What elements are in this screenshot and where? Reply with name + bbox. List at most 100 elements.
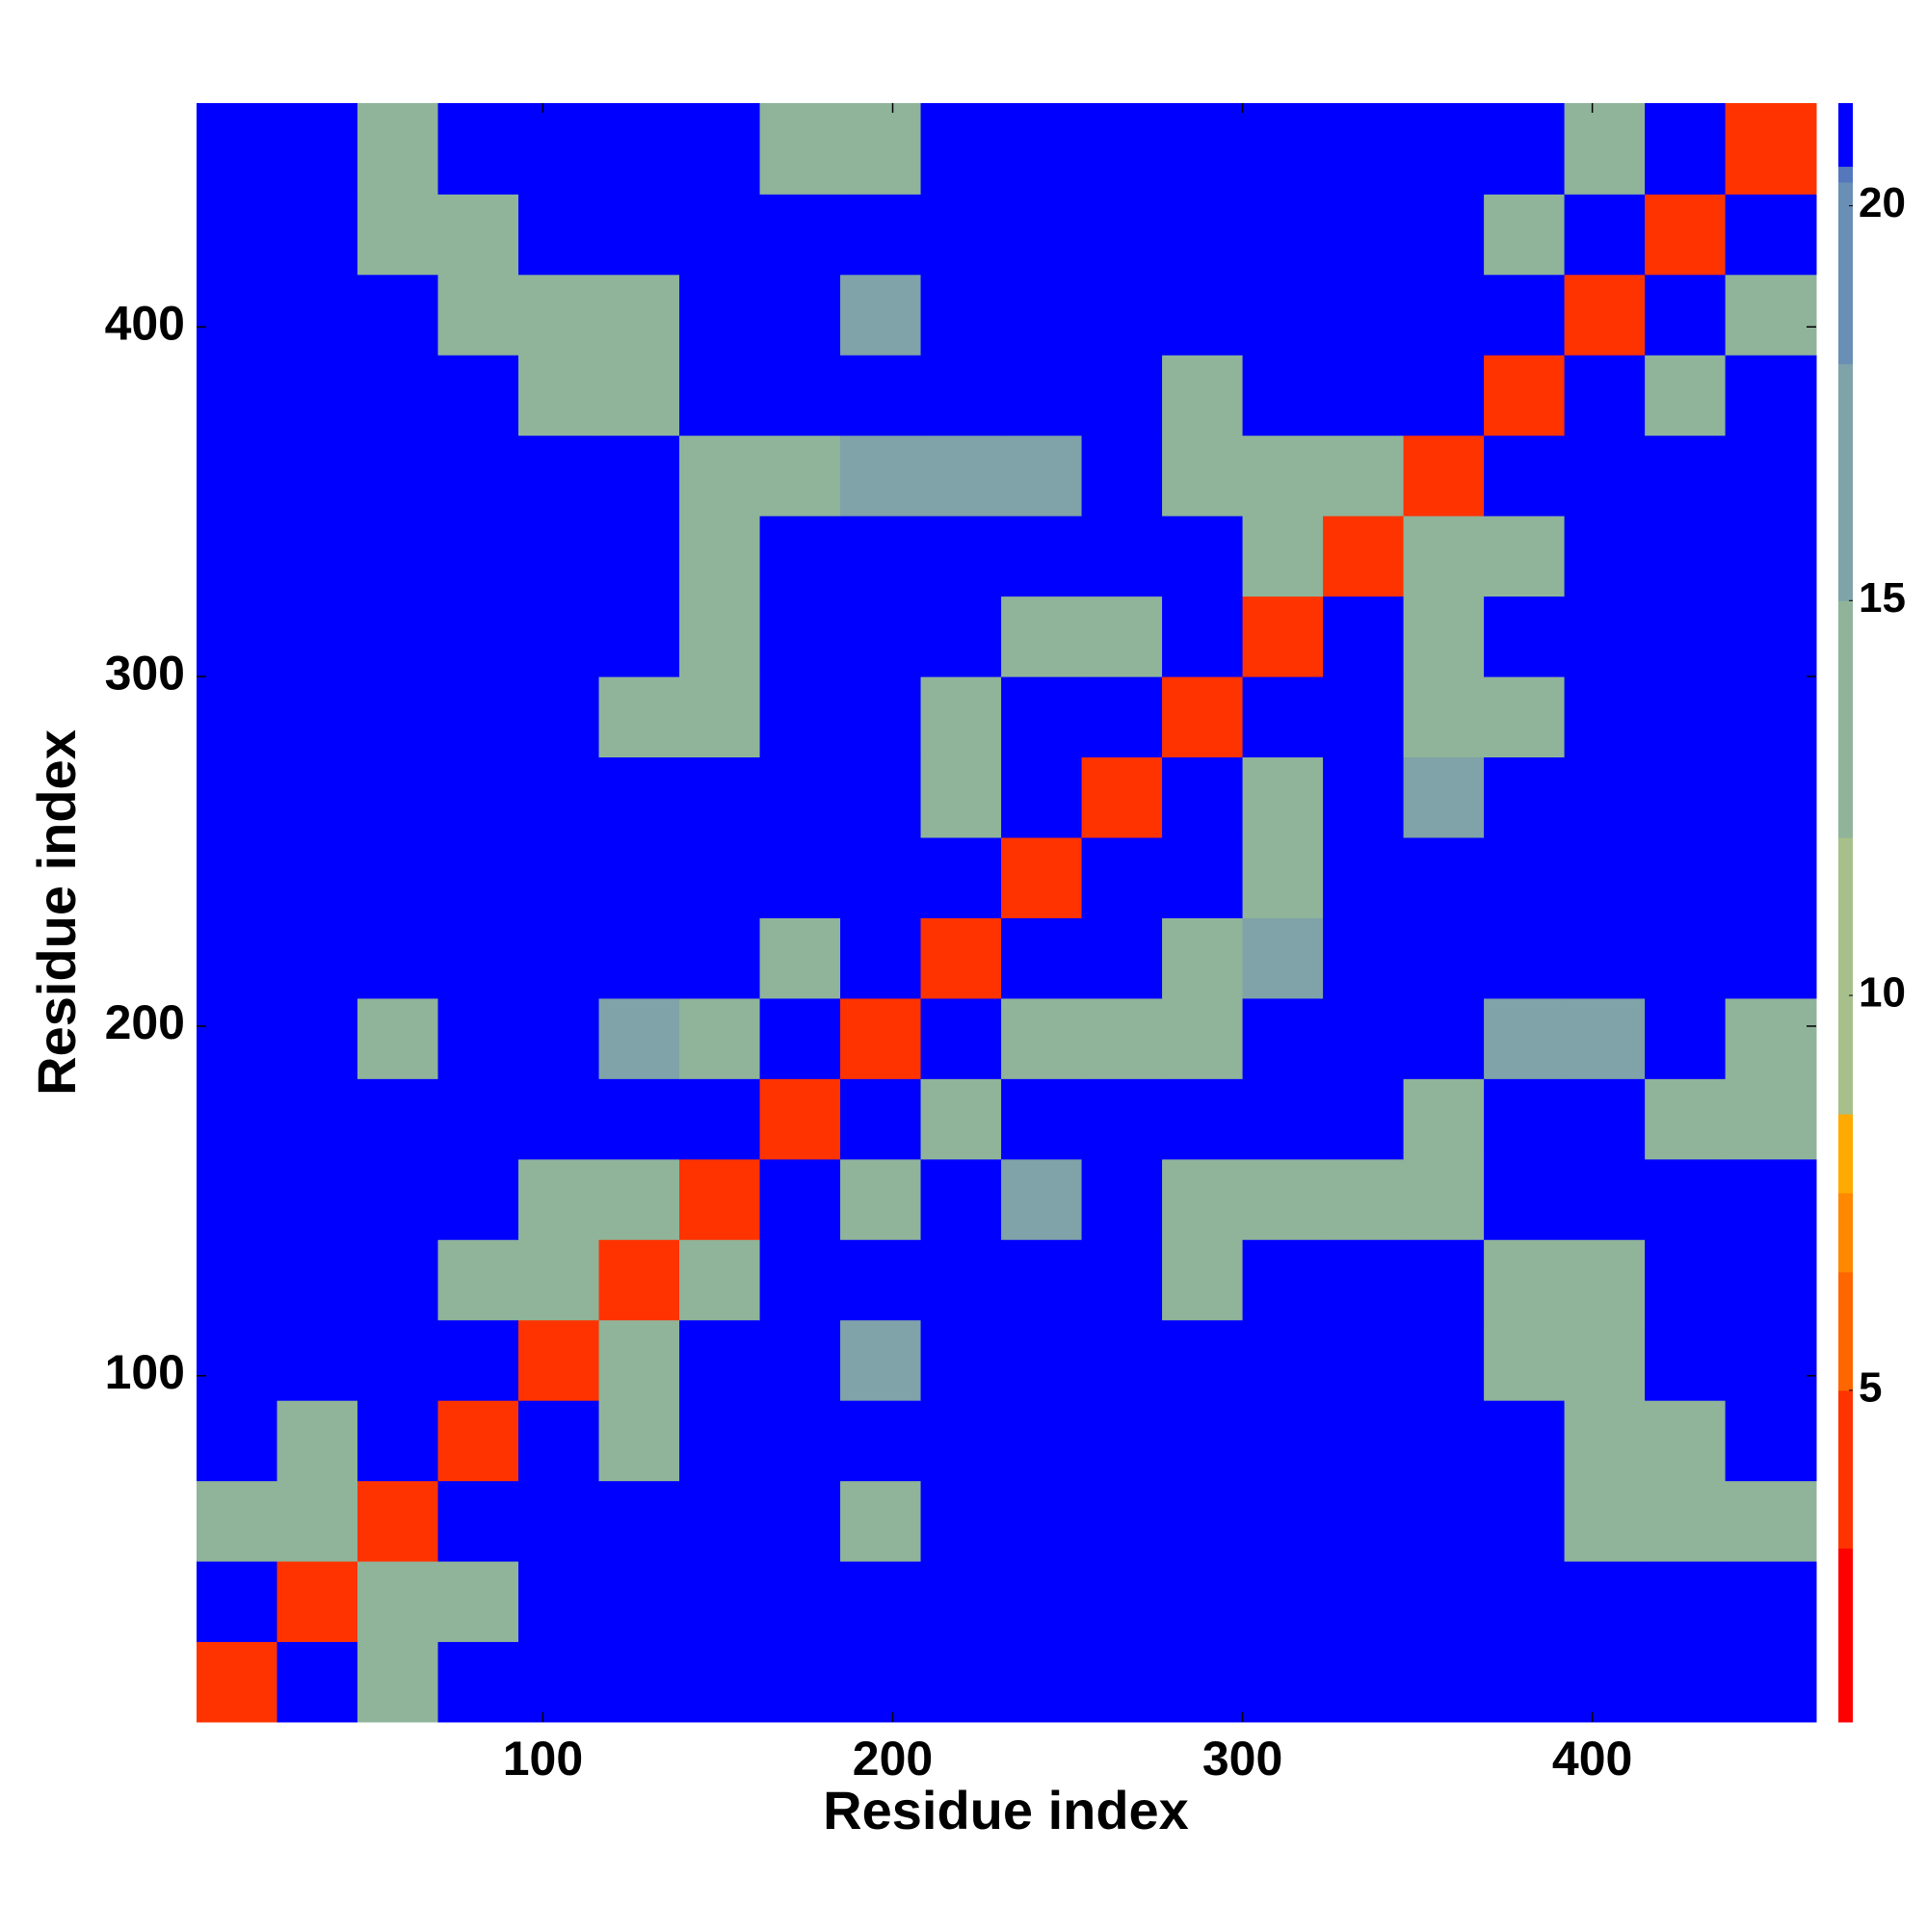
heatmap-cell <box>437 435 519 516</box>
heatmap-cell <box>1403 1239 1485 1321</box>
heatmap-cell <box>1162 595 1244 677</box>
heatmap-cell <box>437 274 519 356</box>
heatmap-cell <box>1001 103 1083 195</box>
heatmap-cell <box>357 435 439 516</box>
heatmap-cell <box>1484 917 1566 999</box>
heatmap-cell <box>759 1641 841 1723</box>
heatmap-cell <box>197 1480 278 1562</box>
heatmap-cell <box>357 1561 439 1643</box>
heatmap-cell <box>197 1078 278 1160</box>
colorbar-tick-label: 15 <box>1859 574 1906 622</box>
heatmap-cell <box>1564 1561 1646 1643</box>
heatmap-cell <box>759 917 841 999</box>
heatmap-cell <box>1162 435 1244 516</box>
heatmap-cell <box>679 1400 761 1482</box>
heatmap-cell <box>1564 1400 1646 1482</box>
heatmap-cell <box>518 1239 600 1321</box>
heatmap-cell <box>1484 274 1566 356</box>
heatmap-cell <box>1162 756 1244 838</box>
heatmap-cell <box>840 1480 922 1562</box>
heatmap-cell <box>197 997 278 1079</box>
heatmap-cell <box>598 917 680 999</box>
heatmap-cell <box>1242 1158 1324 1240</box>
heatmap-cell <box>437 1400 519 1482</box>
heatmap-cell <box>920 676 1002 758</box>
heatmap-cell <box>1645 1400 1727 1482</box>
heatmap-cell <box>1564 1641 1646 1723</box>
colorbar-segment <box>1838 181 1853 364</box>
heatmap-cell <box>920 917 1002 999</box>
heatmap-cell <box>437 595 519 677</box>
heatmap-cell <box>1081 1078 1163 1160</box>
heatmap-cell <box>357 194 439 276</box>
heatmap-cell <box>1564 836 1646 918</box>
heatmap-cell <box>598 516 680 597</box>
heatmap-cell <box>518 756 600 838</box>
colorbar-segment <box>1838 837 1853 1115</box>
heatmap-cell <box>1564 917 1646 999</box>
heatmap-cell <box>277 756 358 838</box>
heatmap-cell <box>1645 274 1727 356</box>
heatmap-cell <box>759 274 841 356</box>
heatmap-cell <box>1564 274 1646 356</box>
heatmap-cell <box>1725 103 1817 195</box>
heatmap-cell <box>1403 836 1485 918</box>
heatmap-cell <box>437 103 519 195</box>
heatmap-cell <box>357 595 439 677</box>
heatmap-cell <box>1001 756 1083 838</box>
heatmap-cell <box>1564 997 1646 1079</box>
y-tick-label: 300 <box>105 646 185 700</box>
heatmap-cell <box>840 103 922 195</box>
heatmap-cell <box>1242 1480 1324 1562</box>
heatmap-cell <box>1081 1158 1163 1240</box>
heatmap-cell <box>1484 1078 1566 1160</box>
heatmap-cell <box>1645 1158 1727 1240</box>
heatmap-cell <box>1081 595 1163 677</box>
heatmap-cell <box>1081 516 1163 597</box>
heatmap-cell <box>1001 1400 1083 1482</box>
heatmap-cell <box>759 194 841 276</box>
heatmap-cell <box>759 103 841 195</box>
heatmap-cell <box>1323 756 1405 838</box>
heatmap-cell <box>598 194 680 276</box>
y-axis-label: Residue index <box>26 729 87 1096</box>
heatmap-cell <box>1001 1641 1083 1723</box>
heatmap-cell <box>598 1561 680 1643</box>
heatmap-cell <box>920 1561 1002 1643</box>
heatmap-cell <box>1001 1561 1083 1643</box>
heatmap-cell <box>920 1641 1002 1723</box>
heatmap-cell <box>920 595 1002 677</box>
heatmap-cell <box>1484 1480 1566 1562</box>
heatmap-cell <box>840 194 922 276</box>
heatmap-cell <box>1725 1641 1817 1723</box>
heatmap-cell <box>598 1239 680 1321</box>
heatmap-cell <box>197 516 278 597</box>
heatmap-cell <box>1645 1641 1727 1723</box>
heatmap-cell <box>1001 1319 1083 1401</box>
heatmap-cell <box>1725 516 1817 597</box>
heatmap-cell <box>197 917 278 999</box>
heatmap-cell <box>1323 1400 1405 1482</box>
colorbar-segment <box>1838 600 1853 838</box>
heatmap-cell <box>518 836 600 918</box>
heatmap-cell <box>518 676 600 758</box>
heatmap-cell <box>277 516 358 597</box>
heatmap-cell <box>197 194 278 276</box>
colorbar-segment <box>1838 363 1853 601</box>
heatmap-cell <box>1484 435 1566 516</box>
heatmap-cell <box>1162 274 1244 356</box>
heatmap-cell <box>1242 516 1324 597</box>
heatmap-cell <box>679 1158 761 1240</box>
heatmap-cell <box>1323 676 1405 758</box>
heatmap-cell <box>598 836 680 918</box>
heatmap-cell <box>437 1319 519 1401</box>
heatmap-cell <box>1162 1641 1244 1723</box>
heatmap-cell <box>437 516 519 597</box>
heatmap-cell <box>1001 595 1083 677</box>
heatmap-cell <box>1081 1480 1163 1562</box>
heatmap-cell <box>840 1561 922 1643</box>
heatmap-cell <box>437 355 519 437</box>
heatmap-cell <box>1001 836 1083 918</box>
heatmap-cell <box>1403 1641 1485 1723</box>
